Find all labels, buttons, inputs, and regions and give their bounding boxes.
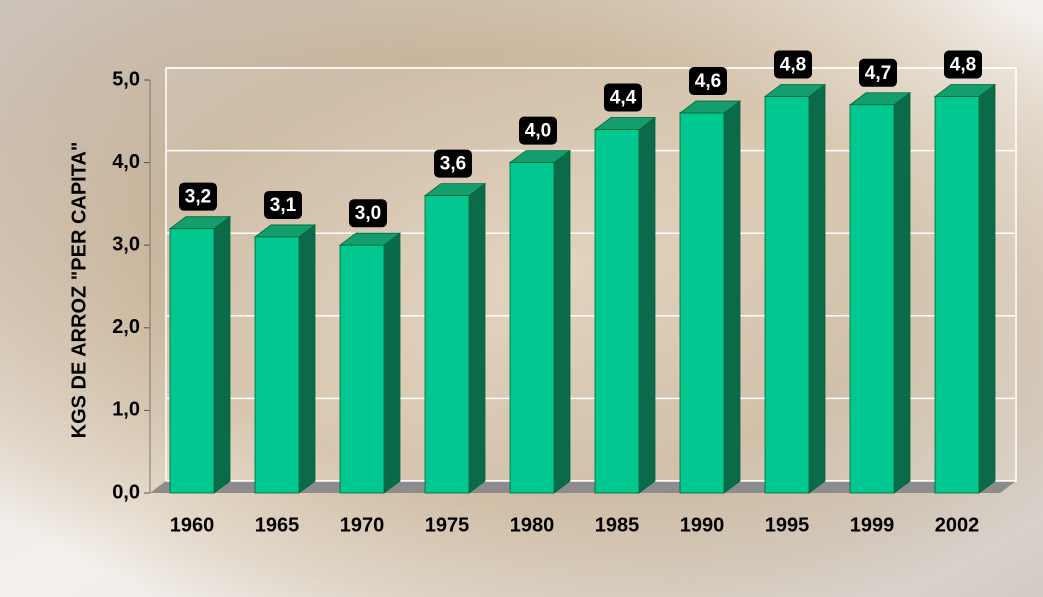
x-tick-label: 1985: [595, 514, 640, 536]
bar: [679, 112, 725, 494]
bar-side: [723, 100, 741, 494]
bar: [764, 96, 810, 494]
x-tick-label: 1965: [255, 514, 300, 536]
bar: [849, 104, 895, 494]
bar: [169, 228, 215, 494]
x-tick-label: 2002: [935, 514, 980, 536]
bar-side: [893, 91, 911, 494]
bar-side: [298, 224, 316, 494]
value-label-box: [434, 149, 472, 178]
value-label: 4,6: [695, 71, 721, 92]
bar: [934, 96, 980, 494]
y-tick-label: 1,0: [112, 399, 140, 421]
bar-side: [383, 232, 401, 494]
bar-side: [978, 83, 996, 494]
x-tick-label: 1960: [170, 514, 215, 536]
value-label: 4,0: [525, 121, 551, 142]
x-tick-label: 1970: [340, 514, 385, 536]
value-label: 3,2: [185, 187, 211, 208]
y-tick-label: 4,0: [112, 151, 140, 173]
x-tick-label: 1980: [510, 514, 555, 536]
value-label: 4,7: [865, 63, 891, 84]
value-label-box: [604, 83, 642, 112]
value-label: 3,6: [440, 154, 466, 175]
value-label: 4,8: [780, 55, 806, 76]
value-label-box: [264, 190, 302, 219]
value-label: 3,1: [270, 195, 297, 216]
y-tick-label: 3,0: [112, 233, 140, 255]
x-tick-label: 1990: [680, 514, 725, 536]
y-axis-label: KGS DE ARROZ "PER CAPITA": [68, 142, 90, 439]
bar-side: [553, 149, 571, 494]
value-label-box: [859, 58, 897, 87]
value-label-box: [774, 50, 812, 79]
bar-side: [638, 116, 656, 494]
y-tick-label: 0,0: [112, 481, 140, 503]
value-label-box: [944, 50, 982, 79]
bar: [509, 162, 555, 494]
value-label: 4,4: [610, 88, 637, 109]
bar: [339, 244, 385, 494]
bar: [254, 236, 300, 494]
y-tick-label: 2,0: [112, 316, 140, 338]
plot-area: 0,0 1,0 2,0 3,0 4,0 5,0 3,2 1960 3,1 1965 3,0 1970 3…: [112, 50, 1017, 536]
bar-side: [808, 83, 826, 494]
value-label-box: [689, 67, 727, 96]
value-label-box: [349, 199, 387, 228]
bar-side: [468, 182, 486, 494]
x-tick-label: 1975: [425, 514, 470, 536]
value-label: 3,0: [355, 203, 381, 224]
bar-side: [213, 215, 231, 494]
bar: [424, 195, 470, 494]
bar: [594, 129, 640, 494]
value-label: 4,8: [950, 55, 976, 76]
y-tick-label: 5,0: [112, 68, 140, 90]
x-tick-label: 1999: [850, 514, 895, 536]
value-label-box: [519, 116, 557, 145]
x-tick-label: 1995: [765, 514, 810, 536]
value-label-box: [179, 182, 217, 211]
